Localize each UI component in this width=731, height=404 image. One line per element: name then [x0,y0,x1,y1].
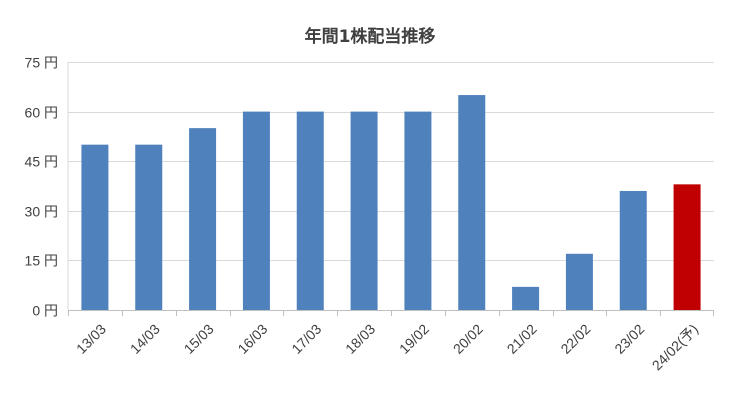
bar [458,95,486,310]
bar [350,111,378,310]
x-tick-label: 16/03 [234,321,270,357]
bar [296,111,324,310]
bar [673,184,701,310]
x-tick-label: 20/02 [450,321,486,357]
bar [619,190,647,310]
chart-title: 年間1株配当推移 [305,26,436,47]
x-axis: 13/03 14/03 15/03 16/03 17/03 18/03 19/02 20/02… [68,310,714,374]
x-tick-label: 17/03 [288,321,324,357]
bar [242,111,270,310]
x-tick-label: 18/03 [342,321,378,357]
x-tick-label: 23/02 [611,321,647,357]
x-tick-label: 19/02 [396,321,432,357]
bars [81,95,701,310]
y-tick-label: 15 円 [25,253,58,269]
y-tick-label: 0 円 [32,303,58,319]
gridlines [67,62,714,311]
bar [565,253,593,310]
bar [404,111,432,310]
y-tick-label: 30 円 [25,204,58,220]
x-tick-label: 14/03 [127,321,163,357]
y-axis: 0 円 15 円 30 円 45 円 60 円 75 円 [25,55,58,319]
bar [135,144,163,310]
y-tick-label: 60 円 [25,105,58,121]
bar [512,286,540,310]
bar [189,128,217,310]
y-tick-label: 45 円 [25,154,58,170]
x-tick-label: 24/02(予) [649,321,702,374]
y-tick-label: 75 円 [25,55,58,71]
x-tick-label: 15/03 [181,321,217,357]
bar [81,144,109,310]
x-tick-label: 22/02 [557,321,593,357]
x-tick-label: 21/02 [504,321,540,357]
x-tick-label: 13/03 [73,321,109,357]
